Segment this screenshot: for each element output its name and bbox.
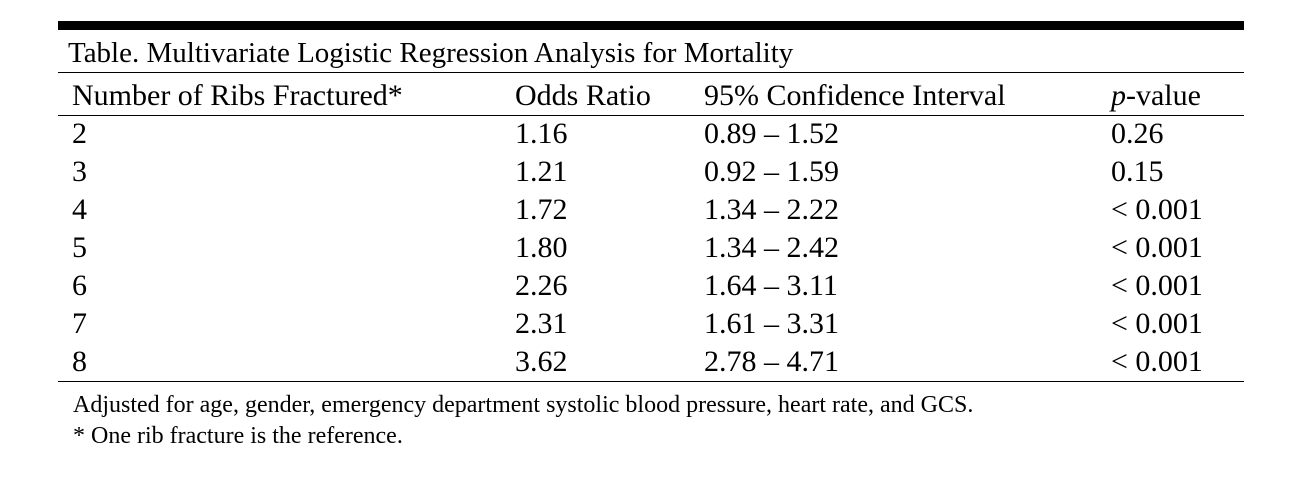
header-divider (58, 115, 1244, 116)
cell-ribs: 2 (72, 117, 87, 150)
cell-confidence-interval: 2.78 – 4.71 (704, 345, 839, 378)
cell-ribs: 3 (72, 155, 87, 188)
cell-odds-ratio: 2.31 (515, 307, 568, 340)
cell-p-value: 0.15 (1111, 155, 1164, 188)
cell-odds-ratio: 1.72 (515, 193, 568, 226)
cell-p-value: < 0.001 (1111, 307, 1203, 340)
cell-p-value: < 0.001 (1111, 269, 1203, 302)
cell-p-value: 0.26 (1111, 117, 1164, 150)
cell-confidence-interval: 1.64 – 3.11 (704, 269, 838, 302)
cell-ribs: 6 (72, 269, 87, 302)
cell-odds-ratio: 1.80 (515, 231, 568, 264)
header-odds-ratio: Odds Ratio (515, 79, 651, 112)
cell-ribs: 8 (72, 345, 87, 378)
cell-odds-ratio: 2.26 (515, 269, 568, 302)
header-p-rest: -value (1126, 79, 1201, 112)
title-divider (58, 72, 1244, 73)
cell-odds-ratio: 3.62 (515, 345, 568, 378)
cell-confidence-interval: 0.92 – 1.59 (704, 155, 839, 188)
table-top-rule (58, 21, 1244, 30)
cell-confidence-interval: 0.89 – 1.52 (704, 117, 839, 150)
cell-odds-ratio: 1.16 (515, 117, 568, 150)
cell-p-value: < 0.001 (1111, 231, 1203, 264)
header-p-italic: p (1111, 79, 1126, 112)
footnote-reference: * One rib fracture is the reference. (73, 423, 403, 449)
cell-confidence-interval: 1.34 – 2.42 (704, 231, 839, 264)
table-bottom-rule (58, 381, 1244, 382)
cell-confidence-interval: 1.61 – 3.31 (704, 307, 839, 340)
cell-p-value: < 0.001 (1111, 193, 1203, 226)
cell-confidence-interval: 1.34 – 2.22 (704, 193, 839, 226)
cell-ribs: 4 (72, 193, 87, 226)
header-confidence-interval: 95% Confidence Interval (704, 79, 1006, 112)
header-ribs: Number of Ribs Fractured* (72, 79, 403, 112)
cell-ribs: 5 (72, 231, 87, 264)
cell-ribs: 7 (72, 307, 87, 340)
header-p-value: p-value (1111, 81, 1201, 111)
cell-odds-ratio: 1.21 (515, 155, 568, 188)
footnote-adjusted: Adjusted for age, gender, emergency depa… (73, 392, 974, 418)
table-title: Table. Multivariate Logistic Regression … (68, 37, 794, 69)
cell-p-value: < 0.001 (1111, 345, 1203, 378)
